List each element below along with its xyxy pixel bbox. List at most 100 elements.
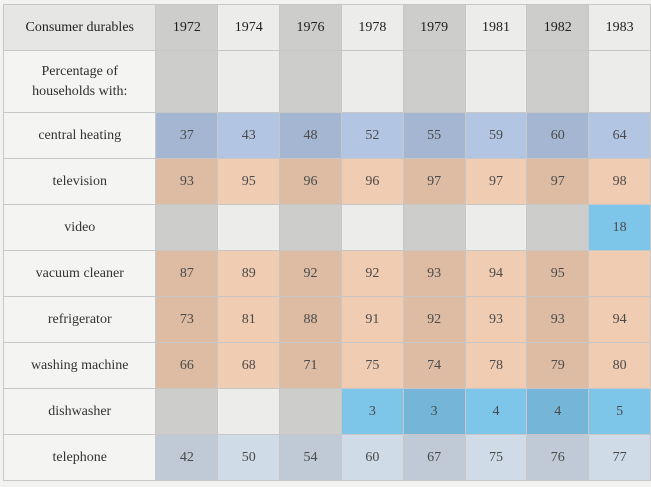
value-cell: 97 [526, 158, 590, 205]
value-cell [279, 388, 342, 435]
value-cell: 73 [155, 296, 219, 343]
value-cell: 75 [464, 434, 528, 481]
table-row: dishwasher 3 3 4 4 5 [2, 388, 651, 435]
consumer-durables-table: Consumer durables 1972 1974 1976 1978 19… [2, 4, 651, 481]
value-cell: 93 [526, 296, 590, 343]
empty-cell [340, 50, 404, 113]
value-cell: 66 [155, 342, 219, 389]
value-cell: 37 [155, 112, 219, 159]
value-cell: 93 [464, 296, 528, 343]
table-row: vacuum cleaner 87 89 92 92 93 94 95 [2, 250, 651, 297]
value-cell: 96 [279, 158, 342, 205]
value-cell: 43 [217, 112, 281, 159]
value-cell [217, 204, 281, 251]
empty-cell [155, 50, 219, 113]
value-cell [526, 204, 590, 251]
value-cell: 98 [588, 158, 651, 205]
value-cell [279, 204, 342, 251]
value-cell: 5 [588, 388, 651, 435]
value-cell: 74 [402, 342, 466, 389]
value-cell: 79 [526, 342, 590, 389]
value-cell: 54 [279, 434, 342, 481]
value-cell [340, 204, 404, 251]
empty-cell [279, 50, 342, 113]
empty-cell [217, 50, 281, 113]
value-cell: 77 [588, 434, 651, 481]
value-cell: 93 [155, 158, 219, 205]
value-cell: 89 [217, 250, 281, 297]
year-header: 1981 [464, 4, 528, 51]
table-row: refrigerator 73 81 88 91 92 93 93 94 [2, 296, 651, 343]
value-cell: 92 [402, 296, 466, 343]
header-row: Consumer durables 1972 1974 1976 1978 19… [2, 4, 651, 51]
value-cell [402, 204, 466, 251]
value-cell: 68 [217, 342, 281, 389]
value-cell: 87 [155, 250, 219, 297]
row-label: vacuum cleaner [2, 250, 157, 297]
value-cell: 92 [340, 250, 404, 297]
row-label: washing machine [2, 342, 157, 389]
value-cell: 18 [588, 204, 651, 251]
value-cell: 76 [526, 434, 590, 481]
table-subtitle: Percentage of households with: [2, 50, 157, 113]
value-cell: 92 [279, 250, 342, 297]
subtitle-row: Percentage of households with: [2, 50, 651, 113]
value-cell: 75 [340, 342, 404, 389]
year-header: 1974 [217, 4, 281, 51]
year-header: 1982 [526, 4, 590, 51]
value-cell: 50 [217, 434, 281, 481]
table-row: telephone 42 50 54 60 67 75 76 77 [2, 434, 651, 481]
value-cell [155, 388, 219, 435]
table-title: Consumer durables [2, 4, 157, 51]
value-cell: 96 [340, 158, 404, 205]
value-cell: 59 [464, 112, 528, 159]
value-cell [464, 204, 528, 251]
value-cell [588, 250, 651, 297]
table-row: video 18 [2, 204, 651, 251]
year-header: 1978 [340, 4, 404, 51]
table-body: central heating 37 43 48 52 55 59 60 64 televisio… [2, 112, 651, 481]
value-cell: 52 [340, 112, 404, 159]
value-cell: 71 [279, 342, 342, 389]
value-cell: 78 [464, 342, 528, 389]
value-cell: 95 [526, 250, 590, 297]
value-cell: 67 [402, 434, 466, 481]
table-row: washing machine 66 68 71 75 74 78 79 80 [2, 342, 651, 389]
empty-cell [588, 50, 651, 113]
value-cell: 4 [464, 388, 528, 435]
value-cell [217, 388, 281, 435]
value-cell: 64 [588, 112, 651, 159]
value-cell: 97 [464, 158, 528, 205]
year-header: 1972 [155, 4, 219, 51]
year-header: 1979 [402, 4, 466, 51]
table-row: television 93 95 96 96 97 97 97 98 [2, 158, 651, 205]
value-cell: 91 [340, 296, 404, 343]
year-header: 1983 [588, 4, 651, 51]
year-header: 1976 [279, 4, 342, 51]
row-label: central heating [2, 112, 157, 159]
value-cell: 55 [402, 112, 466, 159]
value-cell: 3 [402, 388, 466, 435]
value-cell: 42 [155, 434, 219, 481]
empty-cell [402, 50, 466, 113]
row-label: dishwasher [2, 388, 157, 435]
empty-cell [464, 50, 528, 113]
row-label: refrigerator [2, 296, 157, 343]
value-cell: 95 [217, 158, 281, 205]
value-cell: 48 [279, 112, 342, 159]
row-label: telephone [2, 434, 157, 481]
row-label: video [2, 204, 157, 251]
value-cell: 97 [402, 158, 466, 205]
value-cell: 4 [526, 388, 590, 435]
value-cell: 94 [464, 250, 528, 297]
empty-cell [526, 50, 590, 113]
value-cell: 3 [340, 388, 404, 435]
value-cell: 94 [588, 296, 651, 343]
row-label: television [2, 158, 157, 205]
value-cell: 60 [526, 112, 590, 159]
value-cell: 88 [279, 296, 342, 343]
value-cell: 93 [402, 250, 466, 297]
table-row: central heating 37 43 48 52 55 59 60 64 [2, 112, 651, 159]
value-cell: 81 [217, 296, 281, 343]
